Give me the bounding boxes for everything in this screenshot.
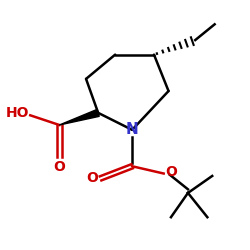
Text: O: O xyxy=(54,160,65,174)
Text: O: O xyxy=(86,172,98,185)
Text: N: N xyxy=(126,122,138,137)
Text: O: O xyxy=(165,165,177,179)
Text: HO: HO xyxy=(6,106,29,120)
Polygon shape xyxy=(59,110,99,125)
